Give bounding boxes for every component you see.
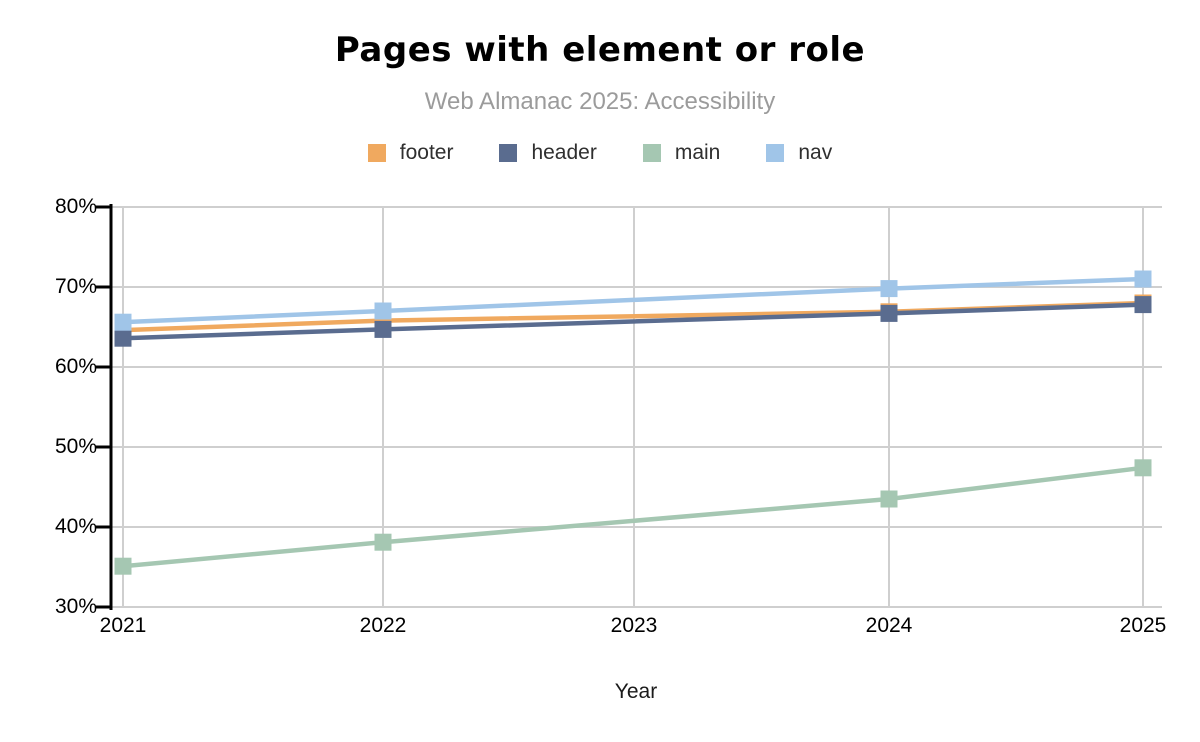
- x-tick-label: 2023: [610, 614, 658, 637]
- series-marker-header: [880, 304, 898, 322]
- series-marker-nav: [114, 313, 132, 331]
- series-marker-nav: [1134, 270, 1152, 288]
- legend-item-header: header: [499, 141, 597, 165]
- series-marker-main: [880, 490, 898, 508]
- series-marker-header: [374, 320, 392, 338]
- legend-label: main: [674, 141, 721, 164]
- y-tick-label: 70%: [54, 275, 97, 298]
- chart-title: Pages with element or role: [334, 30, 866, 70]
- legend-swatch-header: [499, 144, 518, 162]
- series-marker-header: [1134, 296, 1152, 314]
- legend-item-nav: nav: [766, 141, 832, 165]
- series-marker-nav: [374, 302, 392, 320]
- legend-item-main: main: [642, 141, 721, 165]
- legend-label: footer: [399, 141, 454, 164]
- x-axis-title: Year: [614, 680, 658, 703]
- series-line-header: [122, 302, 1144, 341]
- series-marker-main: [374, 533, 392, 551]
- legend-label: header: [531, 141, 597, 164]
- x-tick-label: 2024: [865, 614, 913, 637]
- series-marker-nav: [880, 280, 898, 298]
- legend-swatch-main: [642, 144, 661, 162]
- y-tick-label: 30%: [54, 595, 97, 618]
- y-tick-label: 80%: [54, 195, 97, 218]
- x-tick-label: 2021: [99, 614, 147, 637]
- legend-item-footer: footer: [367, 141, 454, 165]
- series-marker-main: [114, 557, 132, 575]
- legend-swatch-footer: [367, 144, 386, 162]
- legend-swatch-nav: [766, 144, 785, 162]
- legend: footer header main nav: [0, 141, 1200, 165]
- chart-subtitle: Web Almanac 2025: Accessibility: [424, 88, 776, 115]
- y-tick-label: 40%: [54, 515, 97, 538]
- series-marker-header: [114, 329, 132, 347]
- y-tick-label: 60%: [54, 355, 97, 378]
- legend-label: nav: [798, 141, 833, 164]
- y-tick-label: 50%: [54, 435, 97, 458]
- x-tick-label: 2022: [359, 614, 407, 637]
- series-line-nav: [122, 276, 1144, 325]
- series-marker-main: [1134, 459, 1152, 477]
- x-tick-label: 2025: [1119, 614, 1167, 637]
- series-line-main: [122, 465, 1144, 569]
